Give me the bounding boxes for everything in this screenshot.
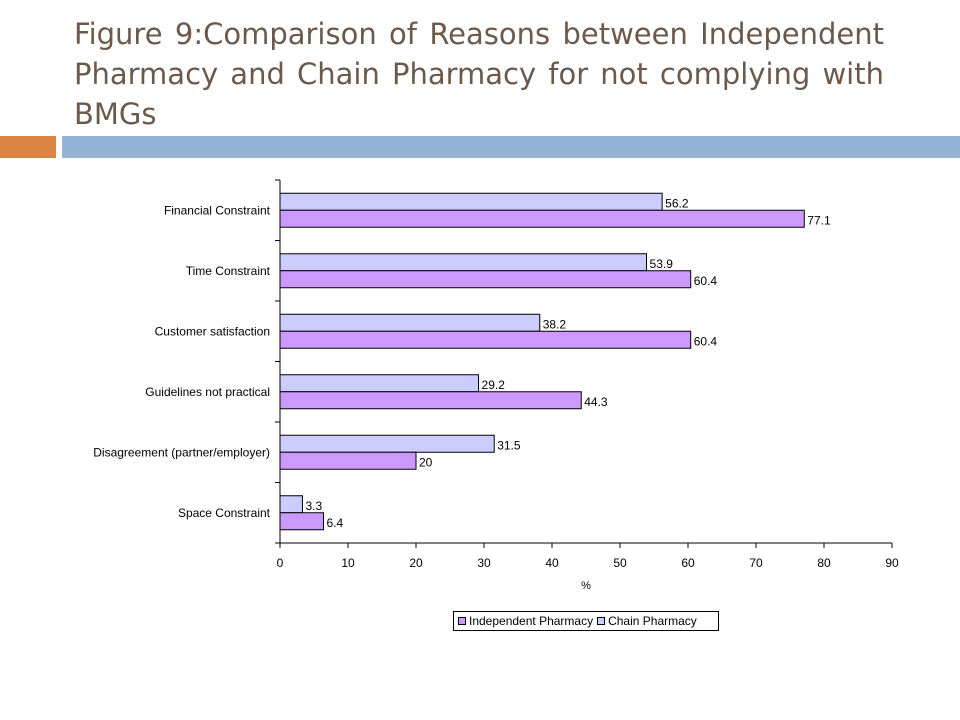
y-category-label: Financial Constraint — [164, 203, 271, 217]
bar-chain — [279, 313, 541, 332]
x-tick-label: 0 — [277, 556, 284, 570]
bar-independent — [279, 330, 692, 349]
legend-label-chain: Chain Pharmacy — [608, 614, 697, 628]
bar-independent — [279, 270, 692, 289]
data-label-chain: 31.5 — [497, 438, 521, 452]
bar-chain — [279, 374, 480, 393]
data-label-independent: 60.4 — [694, 334, 718, 348]
y-category-label: Space Constraint — [178, 506, 271, 520]
bar-independent — [279, 209, 805, 228]
data-label-chain: 3.3 — [305, 499, 322, 513]
x-tick-label: 30 — [477, 556, 491, 570]
bar-chain — [279, 192, 663, 211]
data-label-independent: 60.4 — [694, 274, 718, 288]
y-category-label: Guidelines not practical — [145, 385, 270, 399]
bar-independent — [279, 391, 582, 410]
y-category-label: Disagreement (partner/employer) — [93, 445, 270, 459]
data-label-independent: 44.3 — [584, 395, 608, 409]
chart-legend: Independent Pharmacy Chain Pharmacy — [453, 611, 719, 631]
bar-independent — [279, 512, 325, 531]
x-tick-label: 70 — [749, 556, 763, 570]
slide-title: Figure 9:Comparison of Reasons between I… — [74, 17, 884, 131]
legend-item-chain: Chain Pharmacy — [597, 614, 697, 628]
data-label-independent: 77.1 — [807, 213, 831, 227]
data-label-independent: 20 — [419, 455, 433, 469]
y-category-label: Customer satisfaction — [155, 324, 270, 338]
bar-chain — [279, 253, 648, 272]
x-tick-label: 80 — [817, 556, 831, 570]
bar-chain — [279, 434, 495, 453]
data-label-chain: 38.2 — [543, 317, 567, 331]
legend-swatch-independent — [458, 617, 466, 625]
data-label-chain: 29.2 — [482, 378, 506, 392]
data-label-chain: 53.9 — [650, 257, 674, 271]
legend-swatch-chain — [597, 617, 606, 625]
x-tick-label: 90 — [885, 556, 899, 570]
x-tick-label: 10 — [341, 556, 355, 570]
data-label-independent: 6.4 — [327, 516, 344, 530]
data-label-chain: 56.2 — [665, 196, 689, 210]
x-tick-label: 60 — [681, 556, 695, 570]
x-tick-label: 20 — [409, 556, 423, 570]
legend-label-independent: Independent Pharmacy — [469, 614, 594, 628]
x-axis-title: % — [581, 580, 591, 592]
bar-chain — [279, 495, 303, 514]
legend-item-independent: Independent Pharmacy — [458, 614, 593, 628]
x-tick-label: 50 — [613, 556, 627, 570]
bar-independent — [279, 451, 417, 470]
y-category-label: Time Constraint — [186, 264, 271, 278]
x-tick-label: 40 — [545, 556, 559, 570]
accent-bar-blue — [62, 136, 960, 158]
accent-bar-orange — [0, 136, 56, 158]
